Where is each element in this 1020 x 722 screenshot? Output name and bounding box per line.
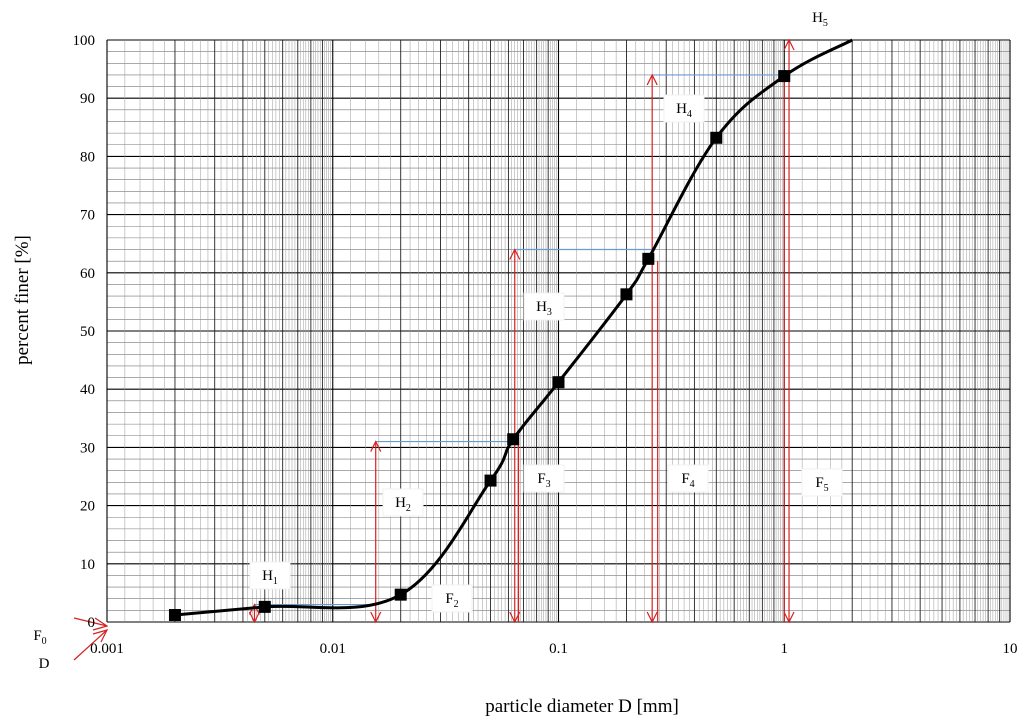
label-f5: F5 xyxy=(815,475,828,494)
arrow-h2-head-bottom xyxy=(370,611,382,624)
series xyxy=(168,38,853,622)
arrow-h3-head-top xyxy=(509,248,521,260)
arrow-h5-head-bottom xyxy=(783,611,795,624)
x-tick-label: 10 xyxy=(1003,641,1018,657)
x-axis-label: particle diameter D [mm] xyxy=(485,696,679,717)
data-point-marker xyxy=(484,474,497,487)
label-f0: F0 xyxy=(33,628,46,647)
y-tick-label: 0 xyxy=(88,615,96,631)
grid xyxy=(106,39,1011,623)
label-h2: H2 xyxy=(395,495,411,514)
pointer-f0-head xyxy=(92,617,109,631)
pointer-d-head xyxy=(92,629,109,643)
data-point-marker xyxy=(507,433,520,446)
y-tick-label: 80 xyxy=(80,149,95,165)
label-f3: F3 xyxy=(537,471,550,490)
y-tick-label: 20 xyxy=(80,499,95,515)
data-point-marker xyxy=(168,609,181,622)
arrow-h5-head-top xyxy=(783,38,795,51)
label-h1: H1 xyxy=(262,568,278,587)
arrow-h2-head-top xyxy=(370,440,382,452)
x-tick-label: 0.01 xyxy=(320,641,346,657)
y-tick-label: 40 xyxy=(80,382,95,398)
arrow-h4-head-bottom xyxy=(646,611,658,624)
label-box-f3 xyxy=(523,464,565,493)
x-tick-label: 1 xyxy=(781,641,789,657)
data-point-marker xyxy=(552,376,565,389)
pointer-f0 xyxy=(73,617,108,627)
label-box-f2 xyxy=(431,584,473,613)
y-tick-label: 100 xyxy=(73,33,96,49)
annotations xyxy=(73,38,795,661)
label-d: D xyxy=(39,656,50,672)
label-f4: F4 xyxy=(681,471,694,490)
data-point-marker xyxy=(620,288,633,301)
label-h4: H4 xyxy=(676,101,692,120)
label-h3: H3 xyxy=(536,299,552,318)
x-tick-label: 0.001 xyxy=(90,641,124,657)
y-tick-label: 90 xyxy=(80,91,95,107)
y-tick-label: 50 xyxy=(80,324,95,340)
y-tick-label: 10 xyxy=(80,557,95,573)
label-h5: H5 xyxy=(812,10,828,29)
ticks: 0 10 20 30 40 50 60 70 80 90 100 0.001 0.01 0.1 1 10 xyxy=(73,33,1018,657)
data-point-marker xyxy=(258,600,271,613)
label-box-f4 xyxy=(667,464,709,493)
data-point-marker xyxy=(642,252,655,265)
y-tick-label: 30 xyxy=(80,440,95,456)
y-tick-label: 60 xyxy=(80,266,95,282)
label-box-h4 xyxy=(663,94,705,123)
y-tick-label: 70 xyxy=(80,208,95,224)
annotation-labels: H1 H2 H3 H4 H5 F2 F3 F4 F5 F0 D xyxy=(33,10,843,672)
y-axis-label: percent finer [%] xyxy=(12,235,33,365)
label-box-f5 xyxy=(801,468,843,497)
label-f2: F2 xyxy=(445,591,458,610)
x-tick-label: 0.1 xyxy=(549,641,568,657)
label-box-h1 xyxy=(249,561,291,590)
label-box-h2 xyxy=(382,488,424,517)
arrow-h1-head-bottom xyxy=(248,611,260,624)
label-box-h3 xyxy=(523,292,565,321)
pointer-d xyxy=(73,629,108,661)
data-point-marker xyxy=(710,131,723,144)
arrow-h1-head-top xyxy=(248,603,260,615)
data-point-marker xyxy=(778,70,791,83)
arrow-h4-head-top xyxy=(646,73,658,86)
data-point-marker xyxy=(394,588,407,601)
